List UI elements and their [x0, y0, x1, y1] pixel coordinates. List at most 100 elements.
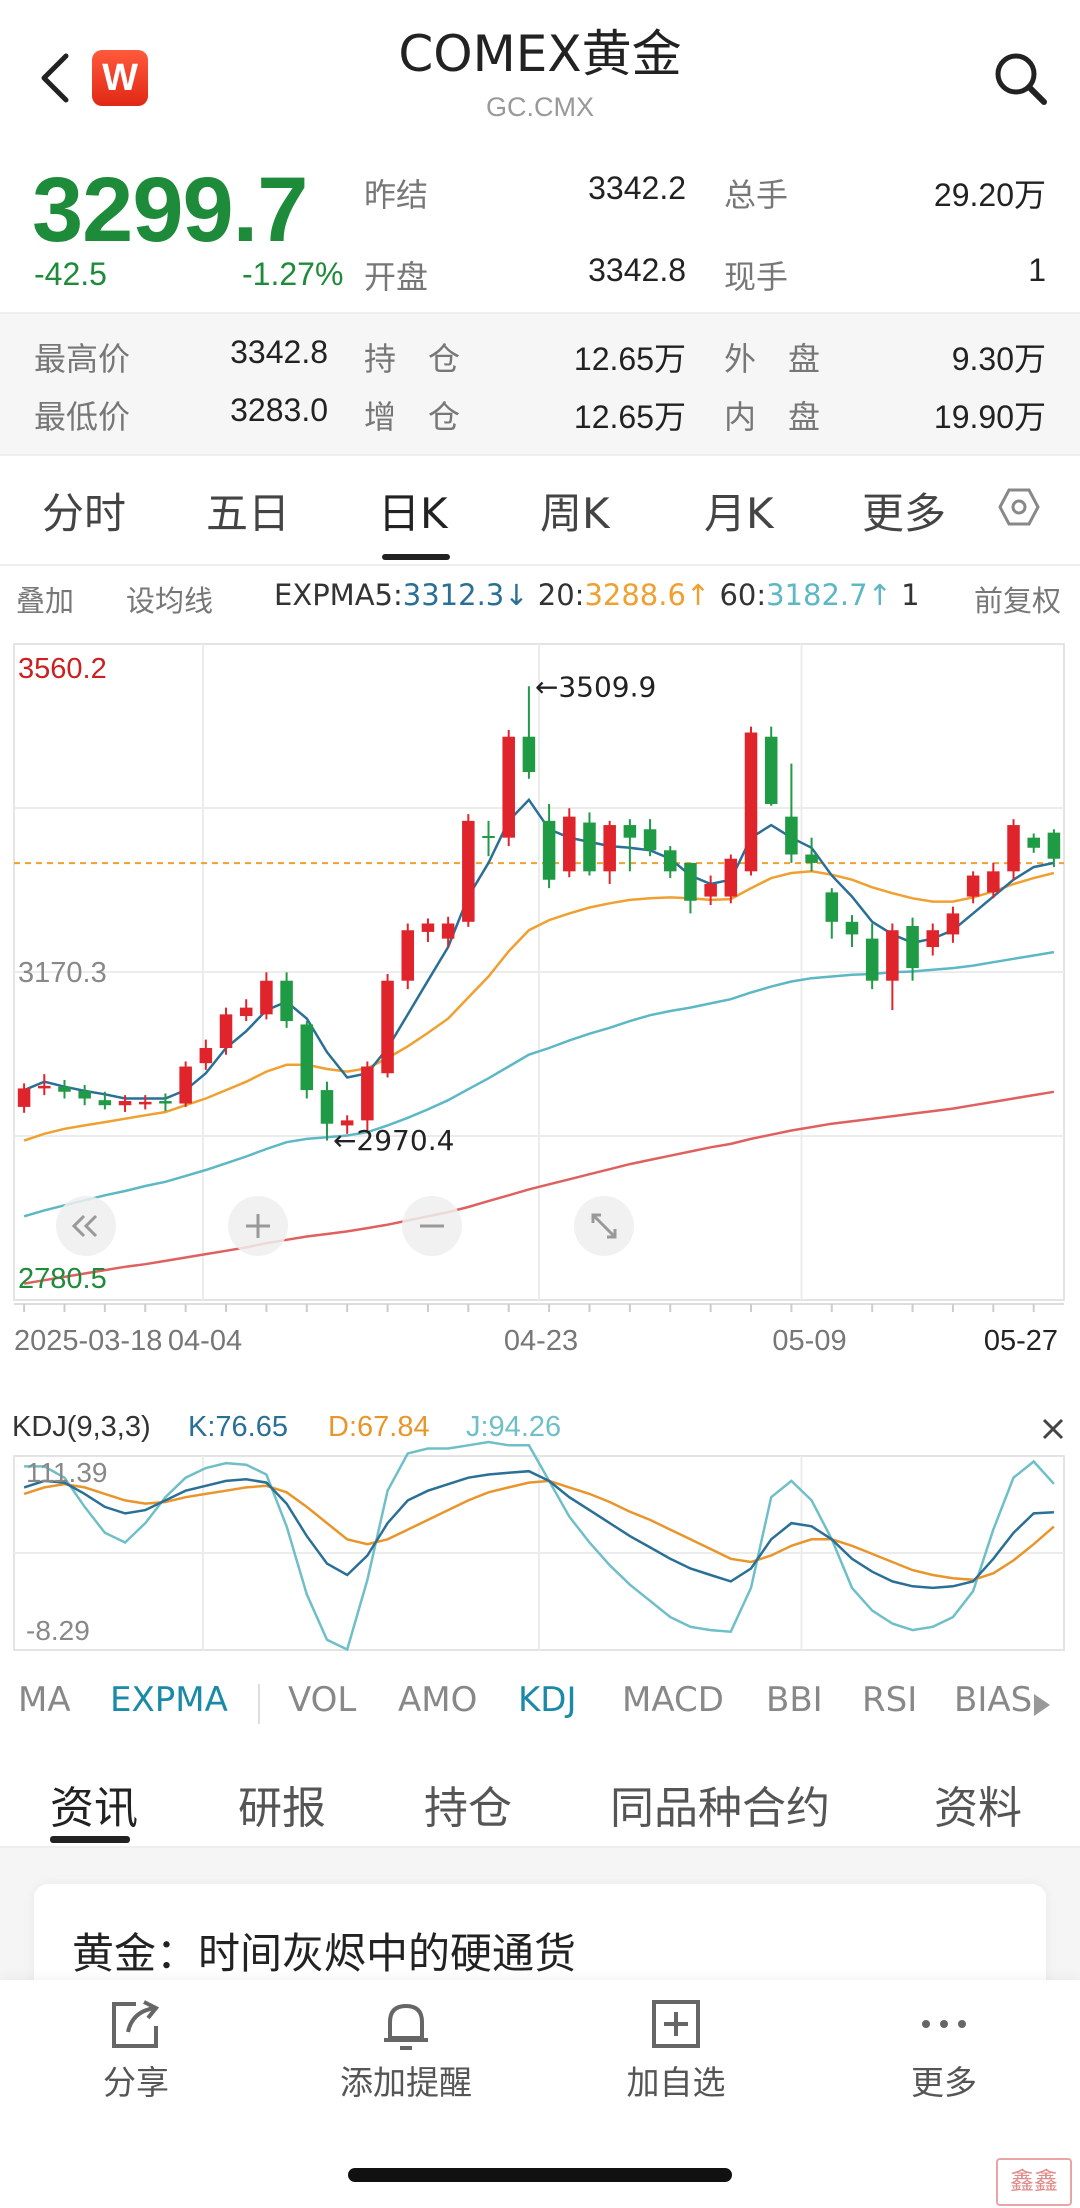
candle — [300, 1021, 314, 1099]
news-title[interactable]: 黄金：时间灰烬中的硬通货 — [72, 1929, 577, 1978]
scroll-right-icon[interactable] — [1030, 1690, 1054, 1720]
close-icon-stroke — [1042, 1418, 1064, 1440]
ema120-line — [23, 1090, 1055, 1285]
share-button[interactable]: 分享 — [103, 2063, 169, 2102]
kdj-k-value: K:76.65 — [188, 1411, 288, 1443]
candle — [219, 1007, 233, 1055]
ema60-line — [23, 950, 1055, 1218]
more-button[interactable]: 更多 — [911, 2063, 977, 2102]
divider — [0, 454, 1080, 456]
candle-body — [361, 1066, 374, 1121]
candle-body — [805, 854, 818, 863]
bell-icon[interactable] — [376, 1996, 436, 2052]
tab-monthly-k[interactable]: 月K — [704, 489, 774, 538]
high-marker: ←3509.9 — [535, 670, 656, 703]
candle-body — [704, 883, 717, 897]
candle — [886, 923, 899, 1011]
y-max-label: 3560.2 — [18, 653, 107, 685]
candle-body — [946, 913, 960, 935]
close-icon[interactable] — [1042, 1418, 1064, 1440]
expma20-value: 3288.6↑ — [584, 578, 711, 612]
home-indicator[interactable] — [348, 2168, 732, 2182]
candle-body — [724, 858, 738, 897]
candle — [643, 819, 657, 857]
tab-expma[interactable]: EXPMA — [110, 1680, 228, 1720]
overlay-button[interactable]: 叠加 — [16, 584, 75, 618]
x-label: 05-27 — [984, 1325, 1058, 1357]
kdj-grid — [13, 1455, 1065, 1651]
active-info-tab-indicator — [50, 1836, 130, 1843]
kdj-y-top-label: 111.39 — [26, 1457, 107, 1488]
set-ma-button[interactable]: 设均线 — [126, 584, 214, 618]
fullscreen-button[interactable] — [574, 1196, 634, 1256]
tab-bbi[interactable]: BBI — [766, 1680, 823, 1720]
candle — [744, 726, 758, 876]
candle — [542, 804, 556, 889]
back-arrow-icon[interactable] — [34, 50, 78, 106]
share-icon[interactable] — [106, 1996, 166, 2052]
candle — [118, 1095, 132, 1112]
zoom-in-button[interactable] — [228, 1196, 288, 1256]
candle — [825, 888, 839, 939]
chart-grid — [13, 643, 1065, 1312]
tab-positions[interactable]: 持仓 — [424, 1783, 512, 1834]
settings-hexagon-icon[interactable] — [998, 486, 1040, 528]
candle-body — [563, 816, 576, 872]
tab-intraday[interactable]: 分时 — [42, 489, 127, 538]
tab-profile[interactable]: 资料 — [934, 1783, 1022, 1834]
candle — [845, 915, 859, 948]
candle — [764, 726, 778, 806]
tab-ma[interactable]: MA — [18, 1680, 71, 1720]
tab-macd[interactable]: MACD — [622, 1680, 724, 1720]
tab-five-day[interactable]: 五日 — [206, 489, 291, 538]
candle-body — [441, 923, 455, 939]
add-watchlist-icon[interactable] — [646, 1996, 706, 2052]
candle-body — [744, 732, 758, 872]
expand-icon — [591, 1213, 617, 1239]
add-alert-button[interactable]: 添加提醒 — [340, 2063, 472, 2102]
tab-kdj[interactable]: KDJ — [518, 1680, 577, 1720]
tab-amo[interactable]: AMO — [398, 1680, 478, 1720]
candle — [340, 1115, 354, 1134]
price-adjust-button[interactable]: 前复权 — [974, 584, 1062, 618]
tab-same-contracts[interactable]: 同品种合约 — [610, 1783, 830, 1834]
candle-body — [58, 1086, 71, 1092]
candlestick-chart[interactable]: 3560.2 3170.3 2780.5 ←3509.9 ←2970.4 2025-03-… — [0, 632, 1080, 1392]
kdj-chart: KDJ(9,3,3) K:76.65 D:67.84 J:94.26 111.39 -8.… — [12, 1411, 1065, 1652]
rewind-button[interactable] — [56, 1196, 116, 1256]
tab-daily-k[interactable]: 日K — [378, 489, 448, 538]
chart-controls[interactable] — [56, 1196, 634, 1256]
tab-bias[interactable]: BIAS — [954, 1680, 1033, 1720]
tab-research[interactable]: 研报 — [238, 1783, 326, 1834]
tab-news[interactable]: 资讯 — [50, 1783, 138, 1834]
candle-body — [239, 1007, 253, 1017]
candle-body — [38, 1085, 51, 1089]
candle — [563, 808, 576, 878]
tab-more[interactable]: 更多 — [862, 489, 947, 538]
tab-weekly-k[interactable]: 周K — [540, 489, 610, 538]
candle-body — [219, 1014, 233, 1049]
candle-body — [845, 921, 859, 935]
candle — [785, 763, 798, 863]
candle-body — [643, 829, 657, 851]
candle-body — [98, 1100, 112, 1106]
candle-body — [159, 1101, 172, 1104]
more-dots-icon[interactable] — [914, 1996, 974, 2052]
chart-labels: 3560.2 3170.3 2780.5 ←3509.9 ←2970.4 2025-03-… — [14, 653, 1058, 1357]
tab-vol[interactable]: VOL — [288, 1680, 357, 1720]
candle-body — [764, 736, 778, 805]
search-icon[interactable] — [990, 48, 1050, 108]
candle — [239, 999, 253, 1022]
kdj-d-line — [23, 1479, 1055, 1582]
add-watchlist-button[interactable]: 加自选 — [626, 2063, 726, 2102]
candle-body — [381, 980, 394, 1074]
open-label: 开盘 — [364, 258, 429, 296]
candle-body — [886, 930, 899, 981]
tab-rsi[interactable]: RSI — [862, 1680, 918, 1720]
zoom-out-button[interactable] — [402, 1196, 462, 1256]
candle — [724, 854, 738, 904]
candle-body — [320, 1090, 334, 1124]
x-label: 04-23 — [504, 1325, 578, 1357]
candle-body — [542, 820, 556, 880]
candle — [926, 923, 940, 956]
